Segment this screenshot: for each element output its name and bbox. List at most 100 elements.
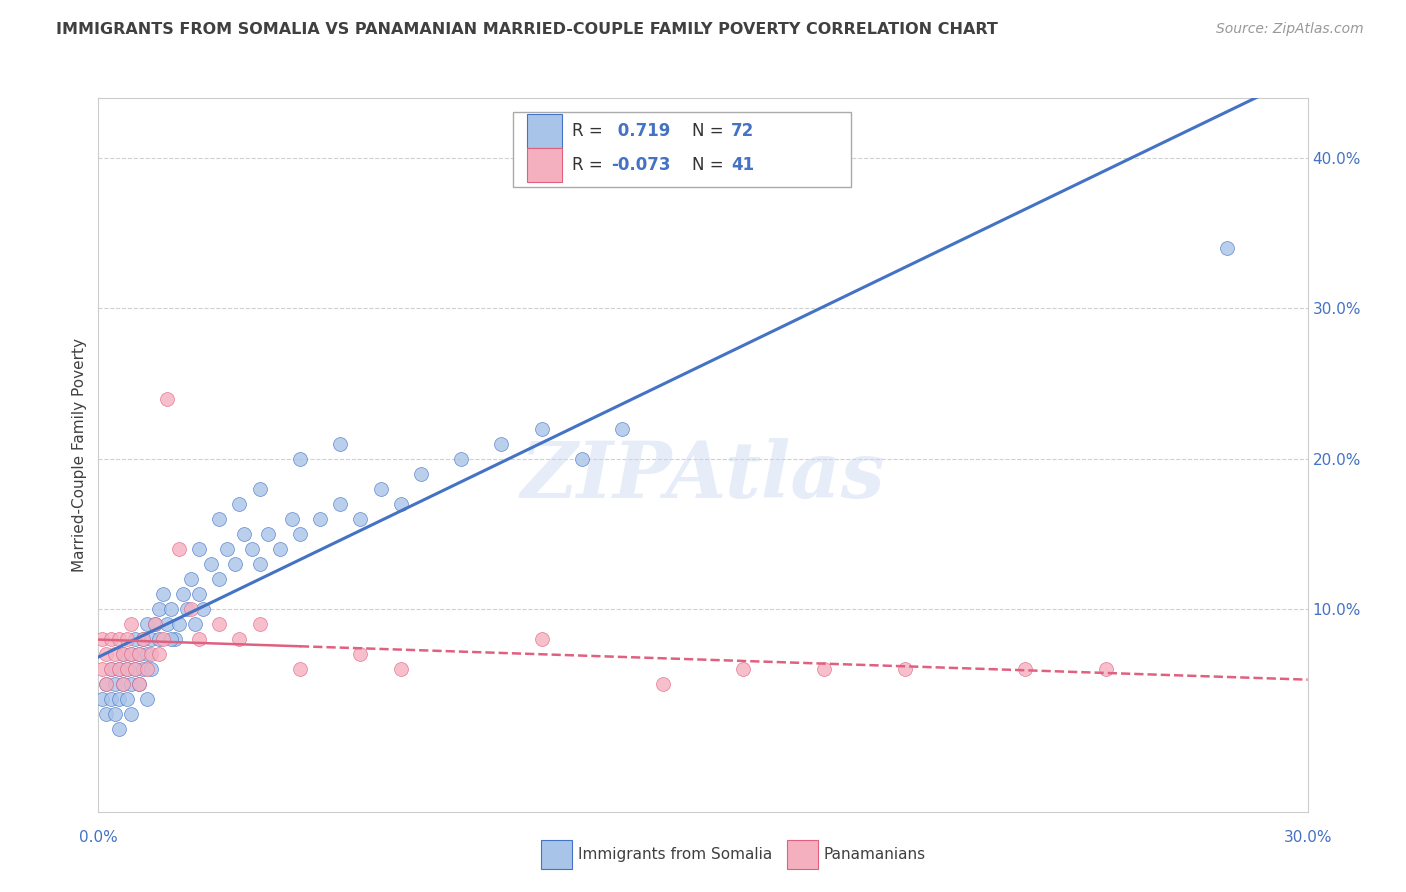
Point — [813, 662, 835, 676]
Text: Source: ZipAtlas.com: Source: ZipAtlas.com — [1216, 22, 1364, 37]
Point — [96, 707, 118, 722]
Point — [893, 662, 915, 676]
Point — [249, 557, 271, 571]
Point — [135, 692, 157, 706]
Text: ZIPAtlas: ZIPAtlas — [520, 438, 886, 515]
Point — [329, 497, 352, 511]
Point — [163, 632, 186, 646]
Point — [224, 557, 246, 571]
Point — [124, 632, 146, 646]
Text: -0.073: -0.073 — [612, 156, 671, 174]
Point — [1014, 662, 1036, 676]
Point — [228, 632, 250, 646]
Point — [200, 557, 222, 571]
Point — [176, 602, 198, 616]
Point — [281, 512, 304, 526]
Point — [128, 677, 150, 691]
Point — [180, 602, 202, 616]
Y-axis label: Married-Couple Family Poverty: Married-Couple Family Poverty — [72, 338, 87, 572]
Point — [120, 616, 142, 631]
Point — [184, 616, 207, 631]
Point — [100, 692, 122, 706]
Point — [103, 707, 125, 722]
Point — [370, 482, 392, 496]
Point — [329, 436, 352, 450]
Point — [1095, 662, 1118, 676]
Point — [111, 677, 134, 691]
Point — [249, 482, 271, 496]
Point — [139, 662, 162, 676]
Text: IMMIGRANTS FROM SOMALIA VS PANAMANIAN MARRIED-COUPLE FAMILY POVERTY CORRELATION : IMMIGRANTS FROM SOMALIA VS PANAMANIAN MA… — [56, 22, 998, 37]
Point — [152, 587, 174, 601]
Point — [120, 677, 142, 691]
Point — [188, 632, 211, 646]
Point — [450, 451, 472, 466]
Point — [160, 632, 183, 646]
Text: 0.719: 0.719 — [612, 122, 671, 140]
Text: 0.0%: 0.0% — [79, 830, 118, 845]
Point — [135, 616, 157, 631]
Point — [232, 526, 254, 541]
Point — [530, 422, 553, 436]
Point — [111, 647, 134, 661]
Point — [107, 692, 129, 706]
Point — [120, 707, 142, 722]
Point — [107, 662, 129, 676]
Point — [167, 541, 190, 556]
Point — [172, 587, 194, 601]
Text: 72: 72 — [731, 122, 755, 140]
Text: R =: R = — [572, 156, 609, 174]
Point — [389, 497, 412, 511]
Point — [288, 662, 311, 676]
Point — [491, 436, 513, 450]
Point — [148, 602, 170, 616]
Point — [349, 647, 371, 661]
Point — [228, 497, 250, 511]
Text: N =: N = — [692, 122, 728, 140]
Point — [96, 677, 118, 691]
Point — [115, 692, 138, 706]
Point — [208, 512, 231, 526]
Point — [309, 512, 332, 526]
Point — [120, 647, 142, 661]
Point — [240, 541, 263, 556]
Point — [148, 632, 170, 646]
Point — [135, 647, 157, 661]
Point — [156, 616, 179, 631]
Point — [128, 647, 150, 661]
Point — [103, 647, 125, 661]
Point — [135, 662, 157, 676]
Point — [167, 616, 190, 631]
Point — [143, 616, 166, 631]
Point — [389, 662, 412, 676]
Point — [208, 616, 231, 631]
Point — [152, 632, 174, 646]
Point — [208, 572, 231, 586]
Text: Panamanians: Panamanians — [824, 847, 927, 862]
Point — [256, 526, 278, 541]
Point — [96, 677, 118, 691]
Point — [1216, 241, 1239, 255]
Point — [120, 647, 142, 661]
Point — [612, 422, 634, 436]
Point — [217, 541, 239, 556]
Point — [409, 467, 432, 481]
Point — [111, 647, 134, 661]
Point — [111, 677, 134, 691]
Point — [128, 677, 150, 691]
Point — [124, 662, 146, 676]
Point — [132, 662, 155, 676]
Point — [269, 541, 291, 556]
Point — [188, 587, 211, 601]
Text: N =: N = — [692, 156, 728, 174]
Text: Immigrants from Somalia: Immigrants from Somalia — [578, 847, 772, 862]
Point — [143, 616, 166, 631]
Point — [160, 602, 183, 616]
Point — [100, 662, 122, 676]
Point — [132, 632, 155, 646]
Point — [107, 632, 129, 646]
Point — [91, 692, 114, 706]
Point — [288, 526, 311, 541]
Point — [115, 662, 138, 676]
Point — [96, 647, 118, 661]
